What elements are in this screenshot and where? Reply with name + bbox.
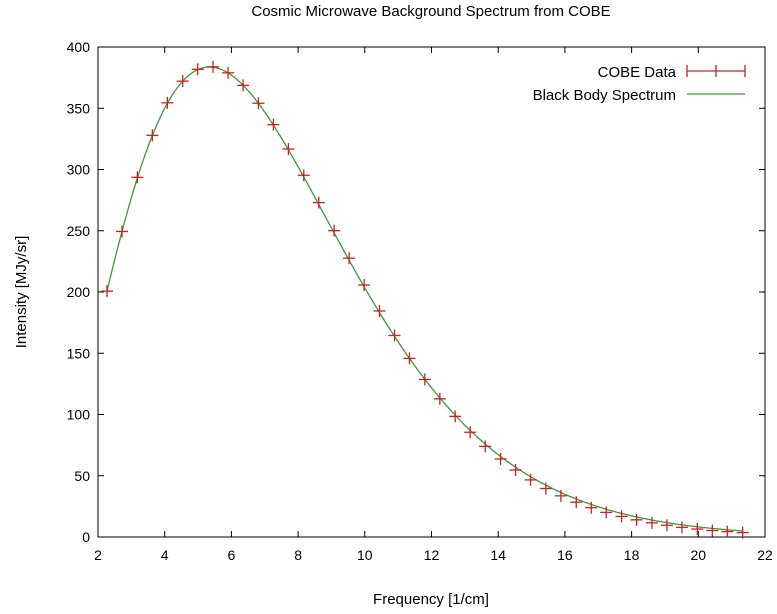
cobe-data-point: [691, 523, 704, 536]
legend: COBE Data Black Body Spectrum: [533, 64, 746, 104]
y-tick-label: 400: [67, 39, 91, 55]
cobe-data-point: [373, 304, 386, 317]
x-tick-label: 16: [557, 547, 573, 563]
cobe-data-point: [328, 224, 341, 237]
cobe-data-point: [403, 352, 416, 365]
cobe-data-point: [282, 143, 295, 156]
plot-frame: [97, 46, 766, 538]
cobe-data-point: [585, 501, 598, 514]
cobe-data-point: [554, 489, 567, 502]
x-tick-label: 20: [691, 547, 707, 563]
cobe-data-point: [146, 129, 159, 142]
y-axis-title: Intensity [MJy/sr]: [13, 236, 30, 349]
x-tick-label: 8: [294, 547, 302, 563]
cobe-data-point: [524, 473, 537, 486]
cobe-data-point: [222, 66, 235, 79]
x-tick-label: 6: [228, 547, 236, 563]
cobe-data-point: [570, 496, 583, 509]
chart-title: Cosmic Microwave Background Spectrum fro…: [251, 3, 610, 20]
legend-label-cobe-data: COBE Data: [598, 64, 677, 81]
cobe-data-point: [207, 60, 220, 73]
x-tick-label: 18: [624, 547, 640, 563]
cobe-data-point: [449, 410, 462, 423]
y-tick-label: 200: [67, 284, 91, 300]
y-tick-label: 150: [67, 345, 91, 361]
cobe-data-point: [645, 516, 658, 529]
x-axis-title: Frequency [1/cm]: [373, 591, 489, 608]
cobe-data-point: [615, 510, 628, 523]
plot-area: 2 4 6 8 10 12 14 16 18 20 22 0 50 100 150 200 250 300 350 4…: [67, 39, 773, 563]
cobe-data-point: [418, 373, 431, 386]
black-body-curve: [106, 66, 743, 532]
cobe-data-point: [358, 279, 371, 292]
cobe-data-point: [736, 526, 749, 539]
cobe-data-point: [161, 96, 174, 109]
cobe-data-point: [176, 75, 189, 88]
cobe-data-point: [660, 519, 673, 532]
cobe-data-point: [464, 426, 477, 439]
cobe-data-point: [116, 225, 129, 238]
cobe-data-point: [388, 329, 401, 342]
cobe-data-point: [539, 482, 552, 495]
cobe-data-point: [297, 169, 310, 182]
cobe-data-point: [191, 63, 204, 76]
cobe-data-point: [131, 171, 144, 184]
x-tick-label: 22: [757, 547, 773, 563]
y-tick-label: 350: [67, 100, 91, 116]
x-tick-label: 2: [94, 547, 102, 563]
x-tick-label: 14: [490, 547, 506, 563]
cobe-data-point: [312, 196, 325, 209]
cobe-data-point: [675, 521, 688, 534]
legend-label-black-body: Black Body Spectrum: [533, 87, 676, 104]
cobe-data-point: [494, 452, 507, 465]
x-tick-label: 4: [161, 547, 169, 563]
y-tick-label: 100: [67, 407, 91, 423]
cobe-data-point: [721, 525, 734, 538]
cobe-data-point: [252, 97, 265, 110]
y-tick-label: 300: [67, 162, 91, 178]
y-tick-label: 50: [74, 468, 90, 484]
cobe-data-point: [509, 463, 522, 476]
x-tick-label: 12: [424, 547, 440, 563]
cobe-data-point: [433, 392, 446, 405]
y-tick-label: 0: [82, 529, 90, 545]
cobe-data-point: [600, 506, 613, 519]
cobe-data-point: [343, 252, 356, 265]
y-tick-label: 250: [67, 223, 91, 239]
cobe-data-point: [237, 79, 250, 92]
cobe-data-point: [706, 524, 719, 537]
cobe-data-point: [630, 513, 643, 526]
cobe-data-point: [479, 440, 492, 453]
cobe-data-point: [101, 285, 114, 298]
x-tick-label: 10: [357, 547, 373, 563]
cobe-data-point: [267, 118, 280, 131]
